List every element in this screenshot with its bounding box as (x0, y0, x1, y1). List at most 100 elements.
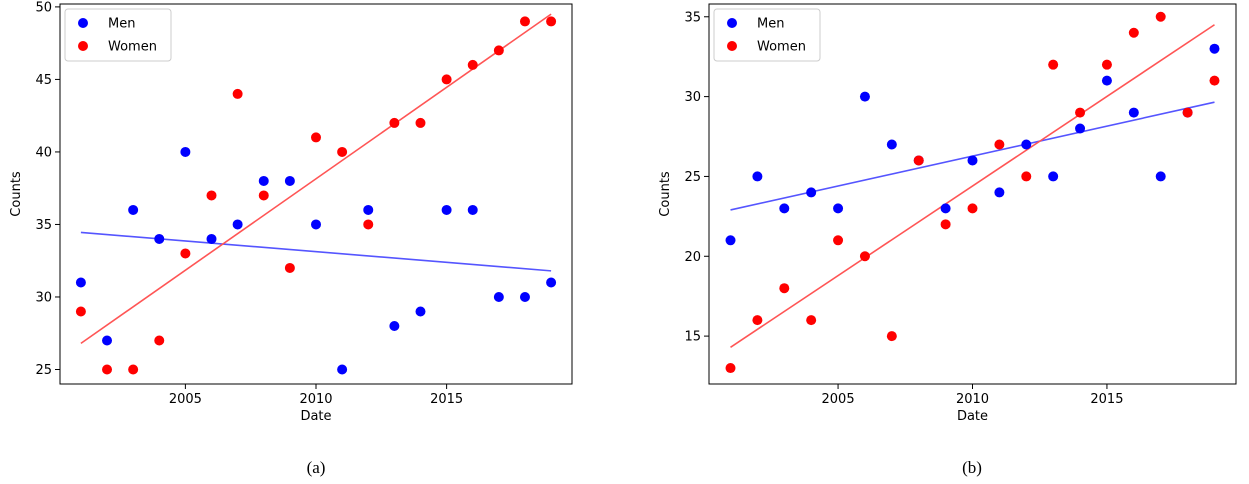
legend-label-women: Women (108, 40, 157, 55)
data-point-women (779, 283, 790, 294)
data-point-men (1155, 171, 1166, 182)
data-point-men (886, 139, 897, 150)
y-tick-label: 35 (684, 10, 701, 25)
x-tick-label: 2005 (169, 392, 202, 407)
x-axis-label: Date (300, 409, 331, 424)
data-point-women (154, 335, 165, 346)
data-point-women (493, 45, 504, 56)
x-tick-label: 2005 (822, 392, 855, 407)
data-point-men (725, 235, 736, 246)
data-point-women (833, 235, 844, 246)
legend-marker-men (78, 18, 88, 28)
y-tick-label: 15 (684, 330, 701, 345)
data-point-women (232, 88, 243, 99)
data-point-women (337, 146, 348, 157)
data-point-women (752, 315, 763, 326)
y-tick-label: 20 (684, 250, 701, 265)
data-point-women (1209, 75, 1220, 86)
legend-label-men: Men (108, 17, 135, 32)
data-point-men (1021, 139, 1032, 150)
data-point-men (154, 233, 165, 244)
data-point-women (1155, 11, 1166, 22)
data-point-women (389, 117, 400, 128)
legend-label-women: Women (757, 40, 806, 55)
legend-box (713, 8, 821, 62)
y-tick-label: 35 (35, 218, 52, 233)
legend-marker-women (78, 41, 88, 51)
data-point-men (1128, 107, 1139, 118)
data-point-women (1075, 107, 1086, 118)
data-point-women (180, 248, 191, 259)
data-point-women (967, 203, 978, 214)
data-point-men (206, 233, 217, 244)
data-point-men (1048, 171, 1059, 182)
panel-caption: (a) (307, 458, 326, 477)
legend-label-men: Men (757, 17, 784, 32)
data-point-men (752, 171, 763, 182)
y-tick-label: 25 (684, 170, 701, 185)
data-point-men (806, 187, 817, 198)
data-point-men (546, 277, 557, 288)
data-point-women (206, 190, 217, 201)
data-point-men (493, 291, 504, 302)
data-point-men (779, 203, 790, 214)
data-point-women (1101, 59, 1112, 70)
data-point-men (1075, 123, 1086, 134)
legend-marker-men (727, 18, 737, 28)
y-axis-label: Counts (9, 171, 24, 217)
x-axis-label: Date (957, 409, 988, 424)
data-point-men (337, 364, 348, 375)
data-point-men (967, 155, 978, 166)
data-point-men (833, 203, 844, 214)
legend-box (64, 8, 172, 62)
legend: Men Women (713, 8, 821, 62)
data-point-men (940, 203, 951, 214)
data-point-men (389, 320, 400, 331)
data-point-men (467, 204, 478, 215)
legend-marker-women (727, 41, 737, 51)
data-point-women (1021, 171, 1032, 182)
panel-caption: (b) (962, 458, 982, 477)
data-point-men (75, 277, 86, 288)
data-point-women (311, 132, 321, 143)
data-point-men (994, 187, 1005, 198)
data-point-women (1048, 59, 1059, 70)
data-point-women (467, 59, 478, 70)
data-point-women (1128, 27, 1139, 38)
data-point-women (284, 262, 295, 273)
data-point-women (75, 306, 86, 317)
legend: Men Women (64, 8, 172, 62)
y-tick-label: 30 (35, 290, 52, 305)
data-point-women (940, 219, 951, 230)
data-point-men (102, 335, 113, 346)
data-point-men (859, 91, 870, 102)
trend-line-women (730, 24, 1215, 348)
data-point-men (441, 204, 452, 215)
panel-a: 2005 2010 2015 25 30 35 40 45 50 Date Counts Men Wom… (9, 0, 573, 477)
x-tick-label: 2010 (299, 392, 332, 407)
trend-line-men (80, 231, 552, 272)
y-tick-label: 40 (35, 145, 52, 160)
trend-line-women (80, 13, 552, 345)
data-point-men (128, 204, 139, 215)
y-tick-label: 50 (35, 0, 52, 15)
data-point-women (806, 315, 817, 326)
data-point-men (258, 175, 269, 186)
data-point-men (232, 219, 243, 230)
data-point-women (886, 331, 897, 342)
data-point-women (994, 139, 1005, 150)
data-point-women (546, 16, 557, 27)
data-point-women (859, 251, 870, 262)
data-point-women (128, 364, 139, 375)
y-tick-label: 30 (684, 90, 701, 105)
y-tick-label: 25 (35, 363, 52, 378)
data-point-men (363, 204, 374, 215)
data-point-men (1101, 75, 1112, 86)
data-point-women (913, 155, 924, 166)
data-point-men (311, 219, 321, 230)
data-point-women (1182, 107, 1193, 118)
panel-b: 2005 2010 2015 15 20 25 30 35 Date Counts Men Women… (658, 3, 1237, 477)
data-point-men (519, 291, 530, 302)
data-point-women (725, 363, 736, 374)
